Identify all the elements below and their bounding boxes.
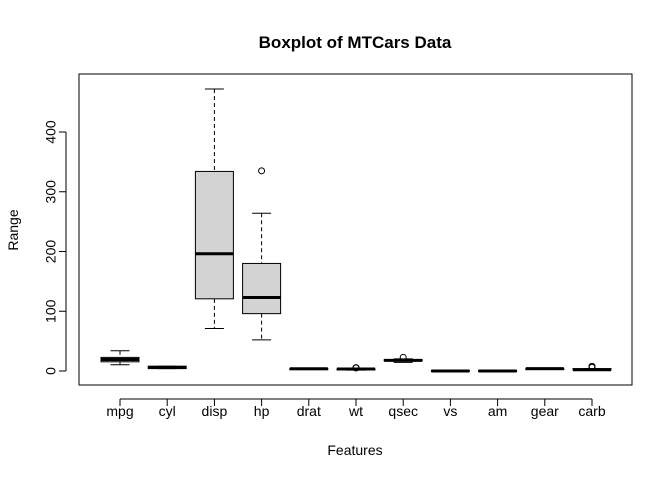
box-vs	[430, 369, 470, 373]
box-mpg	[100, 350, 140, 366]
x-tick-label-gear: gear	[531, 403, 559, 419]
x-axis-label: Features	[327, 442, 382, 458]
x-tick-label-hp: hp	[254, 403, 270, 419]
box-gear	[525, 367, 565, 371]
box-qsec	[383, 353, 423, 363]
y-tick-label: 200	[43, 240, 59, 264]
outlier-point	[258, 167, 266, 175]
box-hp	[242, 167, 282, 341]
outlier-point	[399, 353, 407, 361]
x-tick-label-mpg: mpg	[106, 403, 133, 419]
y-tick-label: 0	[43, 367, 59, 375]
y-axis: 0 100 200 300 400	[43, 120, 67, 375]
y-tick-label: 100	[43, 299, 59, 323]
iqr-box	[242, 262, 282, 315]
box-carb	[572, 362, 612, 372]
chart-title: Boxplot of MTCars Data	[259, 33, 452, 52]
x-axis: mpg cyl disp hp drat wt qsec vs am gear carb	[106, 398, 606, 419]
box-disp	[194, 88, 234, 330]
iqr-box	[194, 170, 234, 300]
box-cyl	[147, 365, 187, 370]
y-tick-label: 300	[43, 180, 59, 204]
x-tick-label-qsec: qsec	[388, 403, 418, 419]
plot-frame	[78, 73, 633, 386]
y-tick-label: 400	[43, 120, 59, 144]
x-tick-label-disp: disp	[202, 403, 228, 419]
x-tick-label-cyl: cyl	[159, 403, 176, 419]
box-drat	[289, 367, 329, 371]
box-am	[478, 369, 518, 373]
box-wt	[336, 364, 376, 372]
outlier-point	[588, 362, 596, 370]
x-tick-label-drat: drat	[297, 403, 321, 419]
boxes-group	[100, 88, 612, 373]
x-tick-label-am: am	[488, 403, 507, 419]
y-axis-label: Range	[5, 209, 21, 250]
outlier-point	[352, 364, 360, 372]
x-tick-label-carb: carb	[578, 403, 605, 419]
x-tick-label-vs: vs	[443, 403, 457, 419]
x-tick-label-wt: wt	[348, 403, 363, 419]
